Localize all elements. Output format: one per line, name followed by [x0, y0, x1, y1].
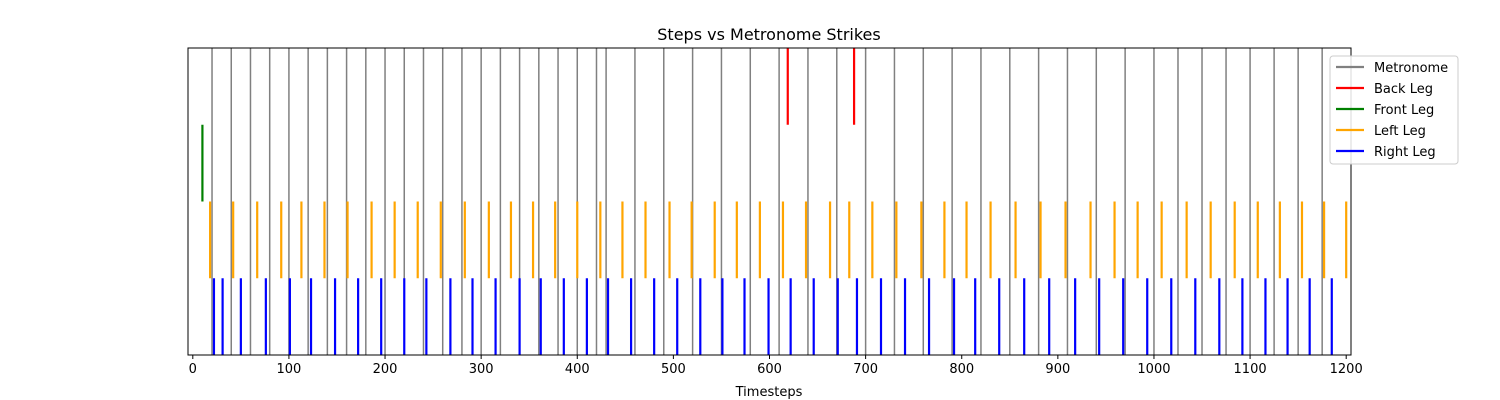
legend: Metronome Back Leg Front Leg Left Leg Right …	[1329, 55, 1459, 165]
x-tick-label: 800	[949, 362, 974, 377]
x-tick-label: 200	[373, 362, 398, 377]
x-tick-label: 1100	[1234, 362, 1267, 377]
legend-label: Right Leg	[1374, 145, 1436, 160]
right-leg-series	[212, 278, 1333, 355]
x-tick-label: 600	[757, 362, 782, 377]
legend-label: Left Leg	[1374, 124, 1426, 139]
x-axis-label: Timesteps	[735, 385, 803, 400]
x-tick-label: 700	[853, 362, 878, 377]
x-tick-label: 1200	[1330, 362, 1363, 377]
metronome-series	[211, 48, 1323, 355]
x-tick-label: 500	[661, 362, 686, 377]
legend-label: Back Leg	[1374, 82, 1433, 97]
x-axis: 0 100 200 300 400 500 600 700 800 900 1000 1100 1200	[189, 355, 1363, 377]
x-tick-label: 300	[469, 362, 494, 377]
left-leg-series	[209, 201, 1348, 279]
x-tick-label: 400	[565, 362, 590, 377]
legend-label: Metronome	[1374, 61, 1448, 76]
x-tick-label: 0	[189, 362, 197, 377]
x-tick-label: 1000	[1137, 362, 1170, 377]
legend-label: Front Leg	[1374, 103, 1434, 118]
chart-title: Steps vs Metronome Strikes	[657, 25, 880, 44]
event-marks	[201, 48, 1348, 355]
x-tick-label: 100	[277, 362, 302, 377]
legend-frame	[1329, 55, 1459, 165]
x-tick-label: 900	[1045, 362, 1070, 377]
back-leg-series	[786, 48, 856, 125]
